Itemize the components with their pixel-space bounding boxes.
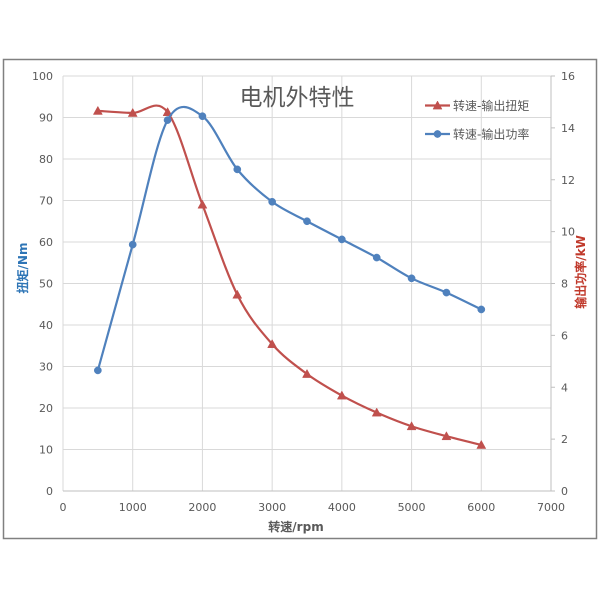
x-tick-label: 2000 xyxy=(188,501,216,514)
y-tick-label: 100 xyxy=(32,70,53,83)
y-tick-label: 70 xyxy=(39,195,53,208)
y-tick-label: 50 xyxy=(39,278,53,291)
legend-triangle-icon xyxy=(432,100,443,110)
series-power xyxy=(94,105,486,375)
y2-tick-label: 8 xyxy=(561,278,568,291)
triangle-marker-icon xyxy=(127,107,138,117)
circle-marker-icon xyxy=(198,112,207,121)
y-tick-label: 90 xyxy=(39,112,53,125)
x-tick-label: 1000 xyxy=(119,501,147,514)
triangle-marker-icon xyxy=(441,431,452,441)
circle-marker-icon xyxy=(442,288,451,297)
y2-tick-label: 0 xyxy=(561,485,568,498)
x-tick-label: 4000 xyxy=(328,501,356,514)
triangle-marker-icon xyxy=(197,199,208,209)
y-tick-label: 30 xyxy=(39,361,53,374)
y2-tick-label: 12 xyxy=(561,174,575,187)
triangle-marker-icon xyxy=(371,407,382,417)
circle-marker-icon xyxy=(163,116,172,124)
circle-marker-icon xyxy=(338,235,346,244)
y-tick-label: 10 xyxy=(39,444,53,457)
triangle-marker-icon xyxy=(336,390,347,400)
x-tick-label: 5000 xyxy=(398,501,426,514)
legend-item: 转速-输出功率 xyxy=(425,127,529,142)
circle-marker-icon xyxy=(407,274,416,283)
circle-marker-icon xyxy=(477,305,486,314)
chart-frame xyxy=(2,58,598,540)
y-axis-title: 扭矩/Nm xyxy=(15,243,30,294)
x-tick-label: 6000 xyxy=(467,501,495,514)
y2-tick-label: 14 xyxy=(561,122,575,135)
circle-marker-icon xyxy=(268,197,276,206)
y-tick-label: 0 xyxy=(46,485,53,498)
x-axis-title: 转速/rpm xyxy=(268,519,323,534)
legend-label: 转速-输出功率 xyxy=(453,127,529,142)
circle-marker-icon xyxy=(372,253,381,262)
x-tick-label: 7000 xyxy=(537,501,565,514)
series-group xyxy=(92,104,487,449)
x-tick-label: 0 xyxy=(60,501,67,514)
triangle-marker-icon xyxy=(302,368,312,378)
legend-item: 转速-输出扭矩 xyxy=(425,98,529,113)
x-tick-label: 3000 xyxy=(258,501,286,514)
triangle-marker-icon xyxy=(232,289,243,299)
circle-marker-icon xyxy=(128,240,137,249)
y2-tick-label: 2 xyxy=(561,433,568,446)
y-tick-label: 40 xyxy=(39,319,53,332)
circle-marker-icon xyxy=(94,366,102,375)
y2-axis-title: 输出功率/kW xyxy=(573,235,588,309)
y2-tick-label: 6 xyxy=(561,329,568,342)
triangle-marker-icon xyxy=(406,421,417,431)
y-tick-label: 80 xyxy=(39,153,53,166)
circle-marker-icon xyxy=(233,165,242,174)
circle-marker-icon xyxy=(303,217,311,226)
legend-circle-icon xyxy=(433,130,442,138)
triangle-marker-icon xyxy=(92,105,103,115)
triangle-marker-icon xyxy=(267,339,278,348)
series-torque xyxy=(92,104,487,449)
y2-tick-label: 10 xyxy=(561,226,575,239)
legend-label: 转速-输出扭矩 xyxy=(453,98,529,113)
triangle-marker-icon xyxy=(162,107,173,116)
chart-title: 电机外特性 xyxy=(240,85,355,111)
y-tick-label: 60 xyxy=(39,236,53,249)
axes xyxy=(63,75,555,492)
y2-tick-label: 4 xyxy=(561,381,568,394)
triangle-marker-icon xyxy=(476,439,487,449)
y2-tick-label: 16 xyxy=(561,70,575,83)
y-tick-label: 20 xyxy=(39,402,53,415)
